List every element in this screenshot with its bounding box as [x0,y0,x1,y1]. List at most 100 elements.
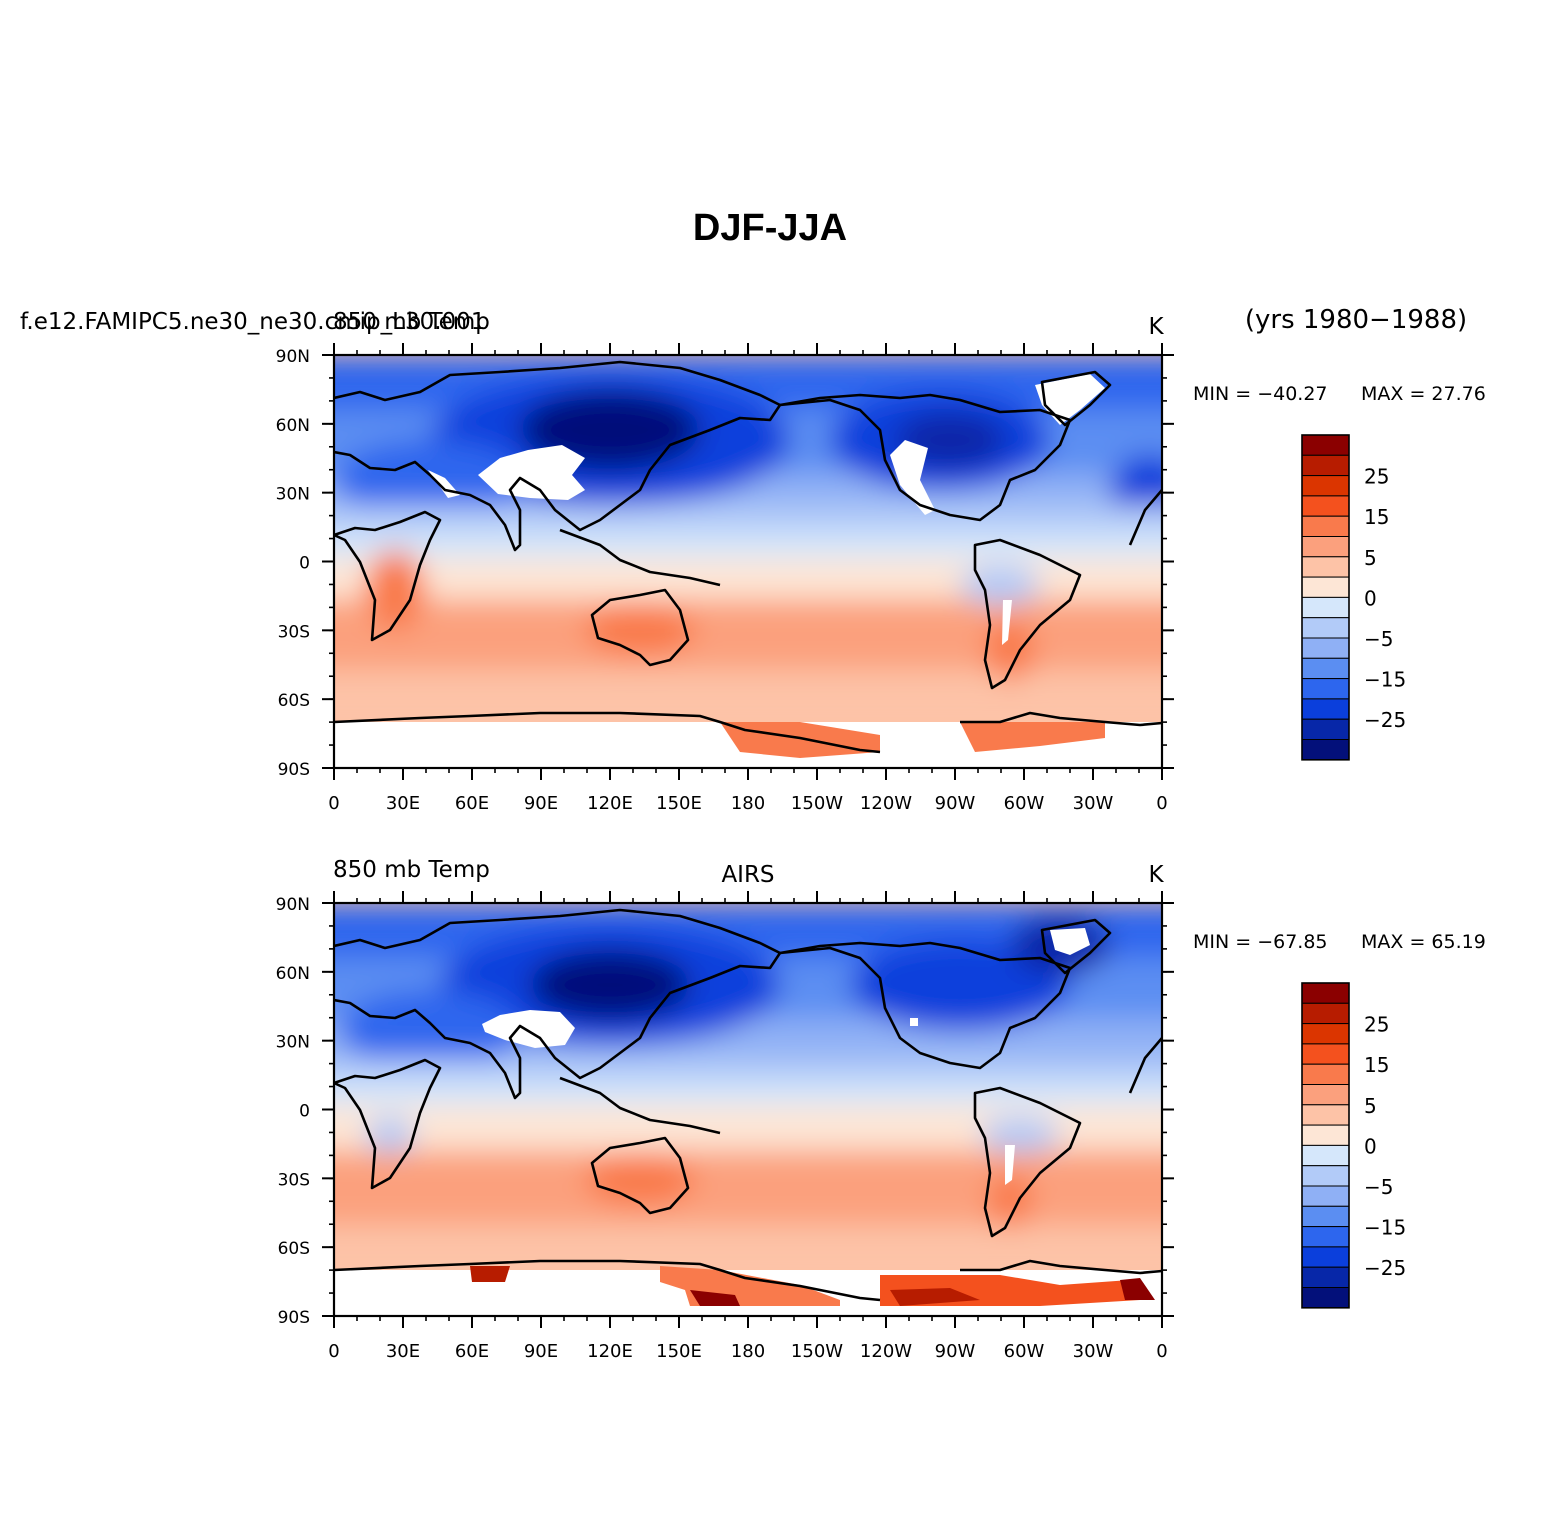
model-lon-tick-label: 120W [860,793,912,814]
model-colorbar-label: −15 [1364,668,1406,692]
obs-lat-tick-label: 30N [276,1033,310,1053]
model-lon-tick-label: 0 [328,793,339,814]
obs-colorbar-swatch [1301,1165,1350,1187]
obs-lon-tick-label: 60W [1004,1341,1045,1362]
colorbar-model: 25 15 5 0 −5 −15 −25 [1301,434,1406,761]
model-lon-tick-label: 90E [524,793,558,814]
model-lon-tick-label: 60W [1004,793,1045,814]
obs-colorbar-swatch [1301,982,1350,1004]
model-lat-tick-label: 30N [276,485,310,505]
model-lon-tick-label: 90W [935,793,976,814]
model-colorbar-label: 25 [1364,465,1389,489]
panel-model-min: MIN = −40.27 [1193,383,1328,405]
colorbar-obs: 25 15 5 0 −5 −15 −25 [1301,982,1406,1309]
panel-model-left-label: f.e12.FAMIPC5.ne30_ne30.cmip_L30.001 [20,309,485,335]
panel-model-years: (yrs 1980−1988) [1245,305,1467,335]
obs-colorbar-swatch [1301,1104,1350,1126]
obs-lon-tick-label: 120E [587,1341,633,1362]
axes-obs: 0 30E 60E 90E 120E 150E 180 150W 120W 90W 60W 30W 09… [276,891,1174,1362]
model-colorbar-swatch [1301,637,1350,659]
model-colorbar-swatch [1301,678,1350,700]
obs-colorbar-label: 25 [1364,1013,1389,1037]
model-colorbar-swatch [1301,495,1350,517]
model-colorbar-swatch [1301,434,1350,456]
map-model-field [334,355,1162,768]
model-colorbar-label: 5 [1364,546,1377,570]
obs-lat-tick-label: 60N [276,964,310,984]
model-lat-tick-label: 90N [276,347,310,367]
model-colorbar-swatch [1301,475,1350,497]
obs-lon-tick-label: 150W [791,1341,843,1362]
obs-lon-tick-label: 150E [656,1341,702,1362]
obs-colorbar-swatch [1301,1226,1350,1248]
model-lat-tick-label: 90S [278,760,310,780]
model-colorbar-swatch [1301,718,1350,741]
obs-colorbar-swatch [1301,1043,1350,1065]
coastlines-obs [334,908,1162,1302]
obs-colorbar-swatch [1301,1287,1350,1309]
model-lon-tick-label: 0 [1156,793,1167,814]
model-lat-tick-label: 60S [278,691,310,711]
obs-lat-tick-label: 0 [299,1102,310,1122]
obs-colorbar-swatch [1301,1185,1350,1207]
model-colorbar-swatch [1301,515,1350,538]
obs-colorbar-label: 0 [1364,1134,1377,1158]
obs-lon-tick-label: 0 [328,1341,339,1362]
obs-colorbar-label: −25 [1364,1256,1406,1280]
model-colorbar-frame [1301,434,1350,761]
panel-obs-units: K [1148,862,1164,888]
obs-colorbar-swatch [1301,1246,1350,1268]
coastlines-model [334,360,1162,754]
obs-lat-tick-label: 90N [276,895,310,915]
panel-obs-max: MAX = 65.19 [1361,931,1486,953]
obs-lat-tick-label: 60S [278,1239,310,1259]
model-lon-tick-label: 150W [791,793,843,814]
model-lat-tick-label: 30S [278,622,310,642]
obs-lon-tick-label: 90E [524,1341,558,1362]
panel-model: f.e12.FAMIPC5.ne30_ne30.cmip_L30.001 850… [20,305,1486,814]
model-colorbar-swatch [1301,536,1350,558]
model-colorbar-swatch [1301,556,1350,578]
obs-colorbar-swatch [1301,1084,1350,1106]
model-lon-tick-label: 60E [455,793,489,814]
model-lon-tick-label: 180 [731,793,765,814]
model-lon-tick-label: 150E [656,793,702,814]
obs-lon-tick-label: 60E [455,1341,489,1362]
model-lat-tick-label: 60N [276,416,310,436]
obs-colorbar-swatch [1301,1205,1350,1228]
obs-colorbar-swatch [1301,1266,1350,1288]
model-colorbar-swatch [1301,698,1350,720]
obs-colorbar-label: −15 [1364,1216,1406,1240]
model-lat-tick-label: 0 [299,554,310,574]
obs-colorbar-label: 15 [1364,1053,1389,1077]
map-obs-field [334,903,1162,1316]
model-lon-tick-label: 30E [386,793,420,814]
axes-model: 0 30E 60E 90E 120E 150E 180 150W 120W 90W 60W 30W 09… [276,343,1174,814]
model-colorbar-swatch [1301,596,1350,619]
obs-lon-tick-label: 0 [1156,1341,1167,1362]
obs-colorbar-swatch [1301,1023,1350,1045]
obs-colorbar-swatch [1301,1124,1350,1146]
panel-model-units: K [1148,314,1164,340]
panel-model-center-label: 850 mb Temp [333,309,490,335]
figure-title: DJF-JJA [693,207,847,249]
model-lon-tick-label: 30W [1073,793,1114,814]
model-colorbar-label: −25 [1364,708,1406,732]
obs-colorbar-swatch [1301,1002,1350,1025]
model-colorbar-swatch [1301,576,1350,598]
panel-model-max: MAX = 27.76 [1361,383,1486,405]
model-lon-tick-label: 120E [587,793,633,814]
model-colorbar-swatch [1301,739,1350,761]
obs-colorbar-label: −5 [1364,1175,1393,1199]
panel-obs-center-label: AIRS [721,862,774,888]
obs-lon-tick-label: 180 [731,1341,765,1362]
obs-lon-tick-label: 120W [860,1341,912,1362]
obs-lat-tick-label: 30S [278,1170,310,1190]
obs-lon-tick-label: 30E [386,1341,420,1362]
obs-lon-tick-label: 30W [1073,1341,1114,1362]
obs-colorbar-swatch [1301,1063,1350,1085]
model-colorbar-label: 0 [1364,586,1377,610]
panel-obs-left-label: 850 mb Temp [333,857,490,883]
obs-colorbar-label: 5 [1364,1094,1377,1118]
